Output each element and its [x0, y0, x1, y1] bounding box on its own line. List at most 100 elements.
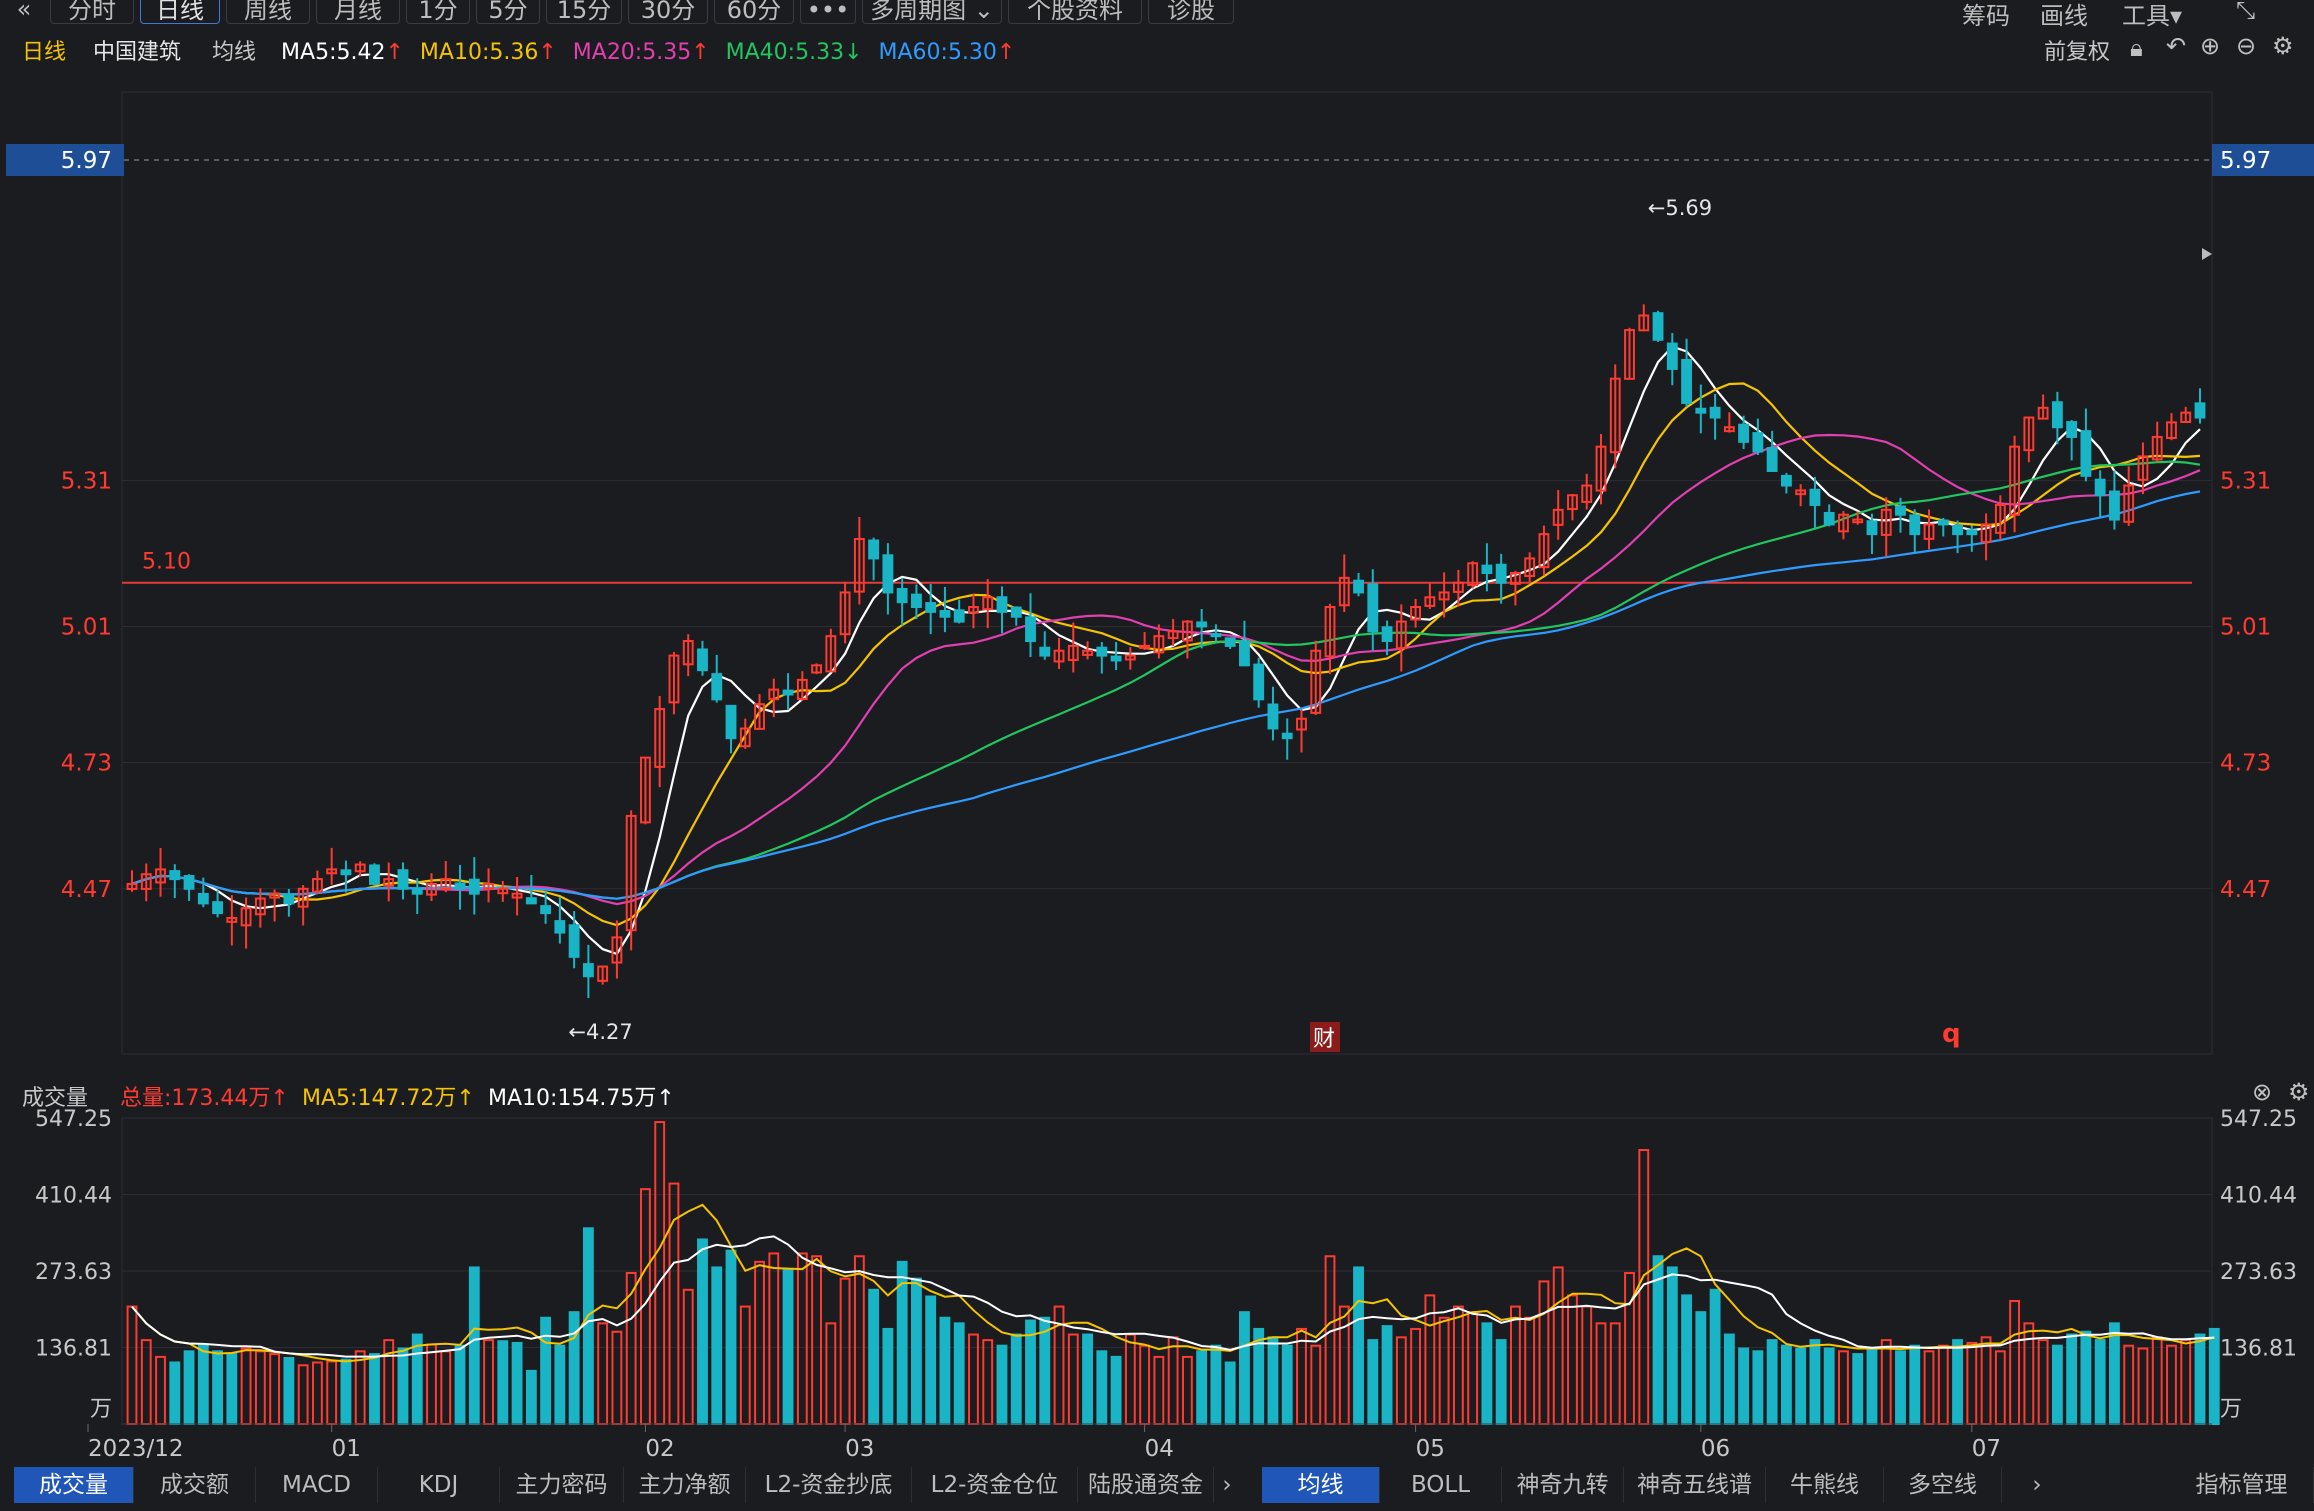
indicator-tab-5[interactable]: 主力净额 [624, 1467, 746, 1503]
gear-icon[interactable]: ⚙ [2288, 1078, 2310, 1106]
volume-bar [825, 1322, 837, 1426]
volume-bar [326, 1360, 338, 1426]
volume-bar [725, 1249, 737, 1425]
arrow-down-icon: ↓ [844, 40, 863, 65]
back-icon[interactable]: « [16, 0, 32, 23]
tab-11[interactable]: 个股资料 [1008, 0, 1142, 24]
adjust-label[interactable]: 前复权 [2044, 40, 2111, 65]
close-icon[interactable]: ⊗ [2252, 1078, 2273, 1106]
candle-body [1253, 663, 1265, 701]
indicator-manage-button[interactable]: 指标管理 [2170, 1467, 2314, 1503]
indicator-tab-6[interactable]: L2-资金抄底 [746, 1467, 912, 1503]
finance-event-label: 财 [1313, 1027, 1335, 1052]
indicator-tab-0[interactable]: 成交量 [14, 1467, 134, 1503]
zoom-out-icon[interactable]: ⊖ [2236, 32, 2257, 60]
candle-body [1994, 503, 2006, 534]
indicator-tab-1[interactable]: 成交额 [134, 1467, 256, 1503]
event-marker-q: q [1942, 1019, 1961, 1049]
candle-body [1025, 616, 1036, 643]
volume-bar [1310, 1344, 1322, 1425]
volume-bar [354, 1350, 366, 1426]
candle-body [953, 609, 965, 623]
candle-body [1852, 518, 1864, 524]
candle-body [1096, 646, 1108, 657]
tab-6[interactable]: 15分 [546, 0, 622, 24]
month-label: 06 [1701, 1436, 1730, 1462]
volume-tick-right: 136.81 [2220, 1337, 2297, 1362]
arrow-up-icon: ↑ [385, 40, 404, 65]
volume-bar [1538, 1280, 1550, 1425]
overlay-tab-2[interactable]: 神奇九转 [1502, 1467, 1624, 1503]
overlay-tab-3[interactable]: 神奇五线谱 [1624, 1467, 1766, 1503]
tab-2[interactable]: 周线 [226, 0, 310, 24]
tab-8[interactable]: 60分 [714, 0, 794, 24]
tab-3[interactable]: 月线 [316, 0, 400, 24]
volume-bar [212, 1350, 223, 1426]
overlay-tab-4[interactable]: 牛熊线 [1766, 1467, 1884, 1503]
candle-body [1139, 644, 1151, 649]
next-right-tabs-icon[interactable]: › [2032, 1472, 2042, 1498]
tab-0[interactable]: 分时 [50, 0, 134, 24]
chips-tool[interactable]: 筹码 [1962, 2, 2010, 30]
lock-icon[interactable]: 🔒︎ [2130, 34, 2143, 62]
volume-bar [1681, 1294, 1692, 1425]
tools-menu[interactable]: 工具▾ [2122, 0, 2182, 31]
indicator-tab-3[interactable]: KDJ [378, 1467, 500, 1503]
candle-body [1053, 649, 1065, 663]
volume-bar [2066, 1333, 2078, 1426]
candle-body [1438, 591, 1450, 601]
indicator-tab-8[interactable]: 陆股通资金 [1078, 1467, 1214, 1503]
month-label: 04 [1145, 1436, 1174, 1462]
volume-bar [1010, 1333, 1022, 1426]
indicator-tab-7[interactable]: L2-资金仓位 [912, 1467, 1078, 1503]
candle-body [1666, 342, 1678, 370]
overlay-tab-1[interactable]: BOLL [1380, 1467, 1502, 1503]
collapse-arrows-icon[interactable]: ⤡ [2236, 0, 2256, 24]
tab-12[interactable]: 诊股 [1148, 0, 1234, 24]
volume-bar [925, 1295, 937, 1425]
volume-bar [1296, 1327, 1307, 1425]
volume-bar [297, 1364, 309, 1425]
undo-icon[interactable]: ↶ [2166, 32, 2187, 60]
gear-icon[interactable]: ⚙ [2272, 32, 2294, 60]
volume-bar [711, 1266, 723, 1425]
overlay-tab-0[interactable]: 均线 [1262, 1467, 1380, 1503]
volume-bar [1838, 1350, 1849, 1426]
next-left-tabs-icon[interactable]: › [1222, 1472, 1232, 1498]
candle-body [1153, 635, 1165, 654]
volume-bar [739, 1305, 751, 1426]
volume-tick-right: 547.25 [2220, 1107, 2297, 1132]
tab-7[interactable]: 30分 [628, 0, 708, 24]
tab-4[interactable]: 1分 [406, 0, 470, 24]
candle-body [1310, 649, 1322, 714]
candle-body [1010, 606, 1022, 618]
candle-body [853, 537, 865, 593]
ma-legend-item: MA10:5.36↑ [419, 40, 557, 65]
overlay-tab-5[interactable]: 多空线 [1884, 1467, 2002, 1503]
volume-bar [369, 1353, 380, 1426]
candle-body [1281, 732, 1293, 740]
draw-tool[interactable]: 画线 [2040, 2, 2088, 30]
tab-5[interactable]: 5分 [476, 0, 540, 24]
candle-body [925, 602, 937, 613]
tab-10[interactable]: 多周期图 ⌄ [862, 0, 1002, 24]
arrow-up-icon: ↑ [996, 40, 1016, 65]
indicator-tab-2[interactable]: MACD [256, 1467, 378, 1503]
ma-label[interactable]: 均线 [212, 40, 257, 65]
volume-bar [754, 1260, 765, 1425]
volume-bar [1210, 1344, 1222, 1425]
candle-body [1067, 644, 1079, 662]
volume-tick-right: 410.44 [2220, 1183, 2297, 1208]
indicator-tab-4[interactable]: 主力密码 [500, 1467, 624, 1503]
volume-tick-left: 273.63 [35, 1260, 112, 1285]
volume-bar [2151, 1336, 2163, 1426]
tab-9[interactable]: ••• [800, 0, 856, 24]
zoom-in-icon[interactable]: ⊕ [2200, 32, 2221, 60]
candle-body [597, 965, 609, 982]
tab-1[interactable]: 日线 [140, 0, 220, 24]
candle-body [1082, 649, 1093, 656]
volume-bar [1595, 1322, 1607, 1426]
candle-body [254, 897, 266, 916]
candle-body [183, 875, 195, 890]
